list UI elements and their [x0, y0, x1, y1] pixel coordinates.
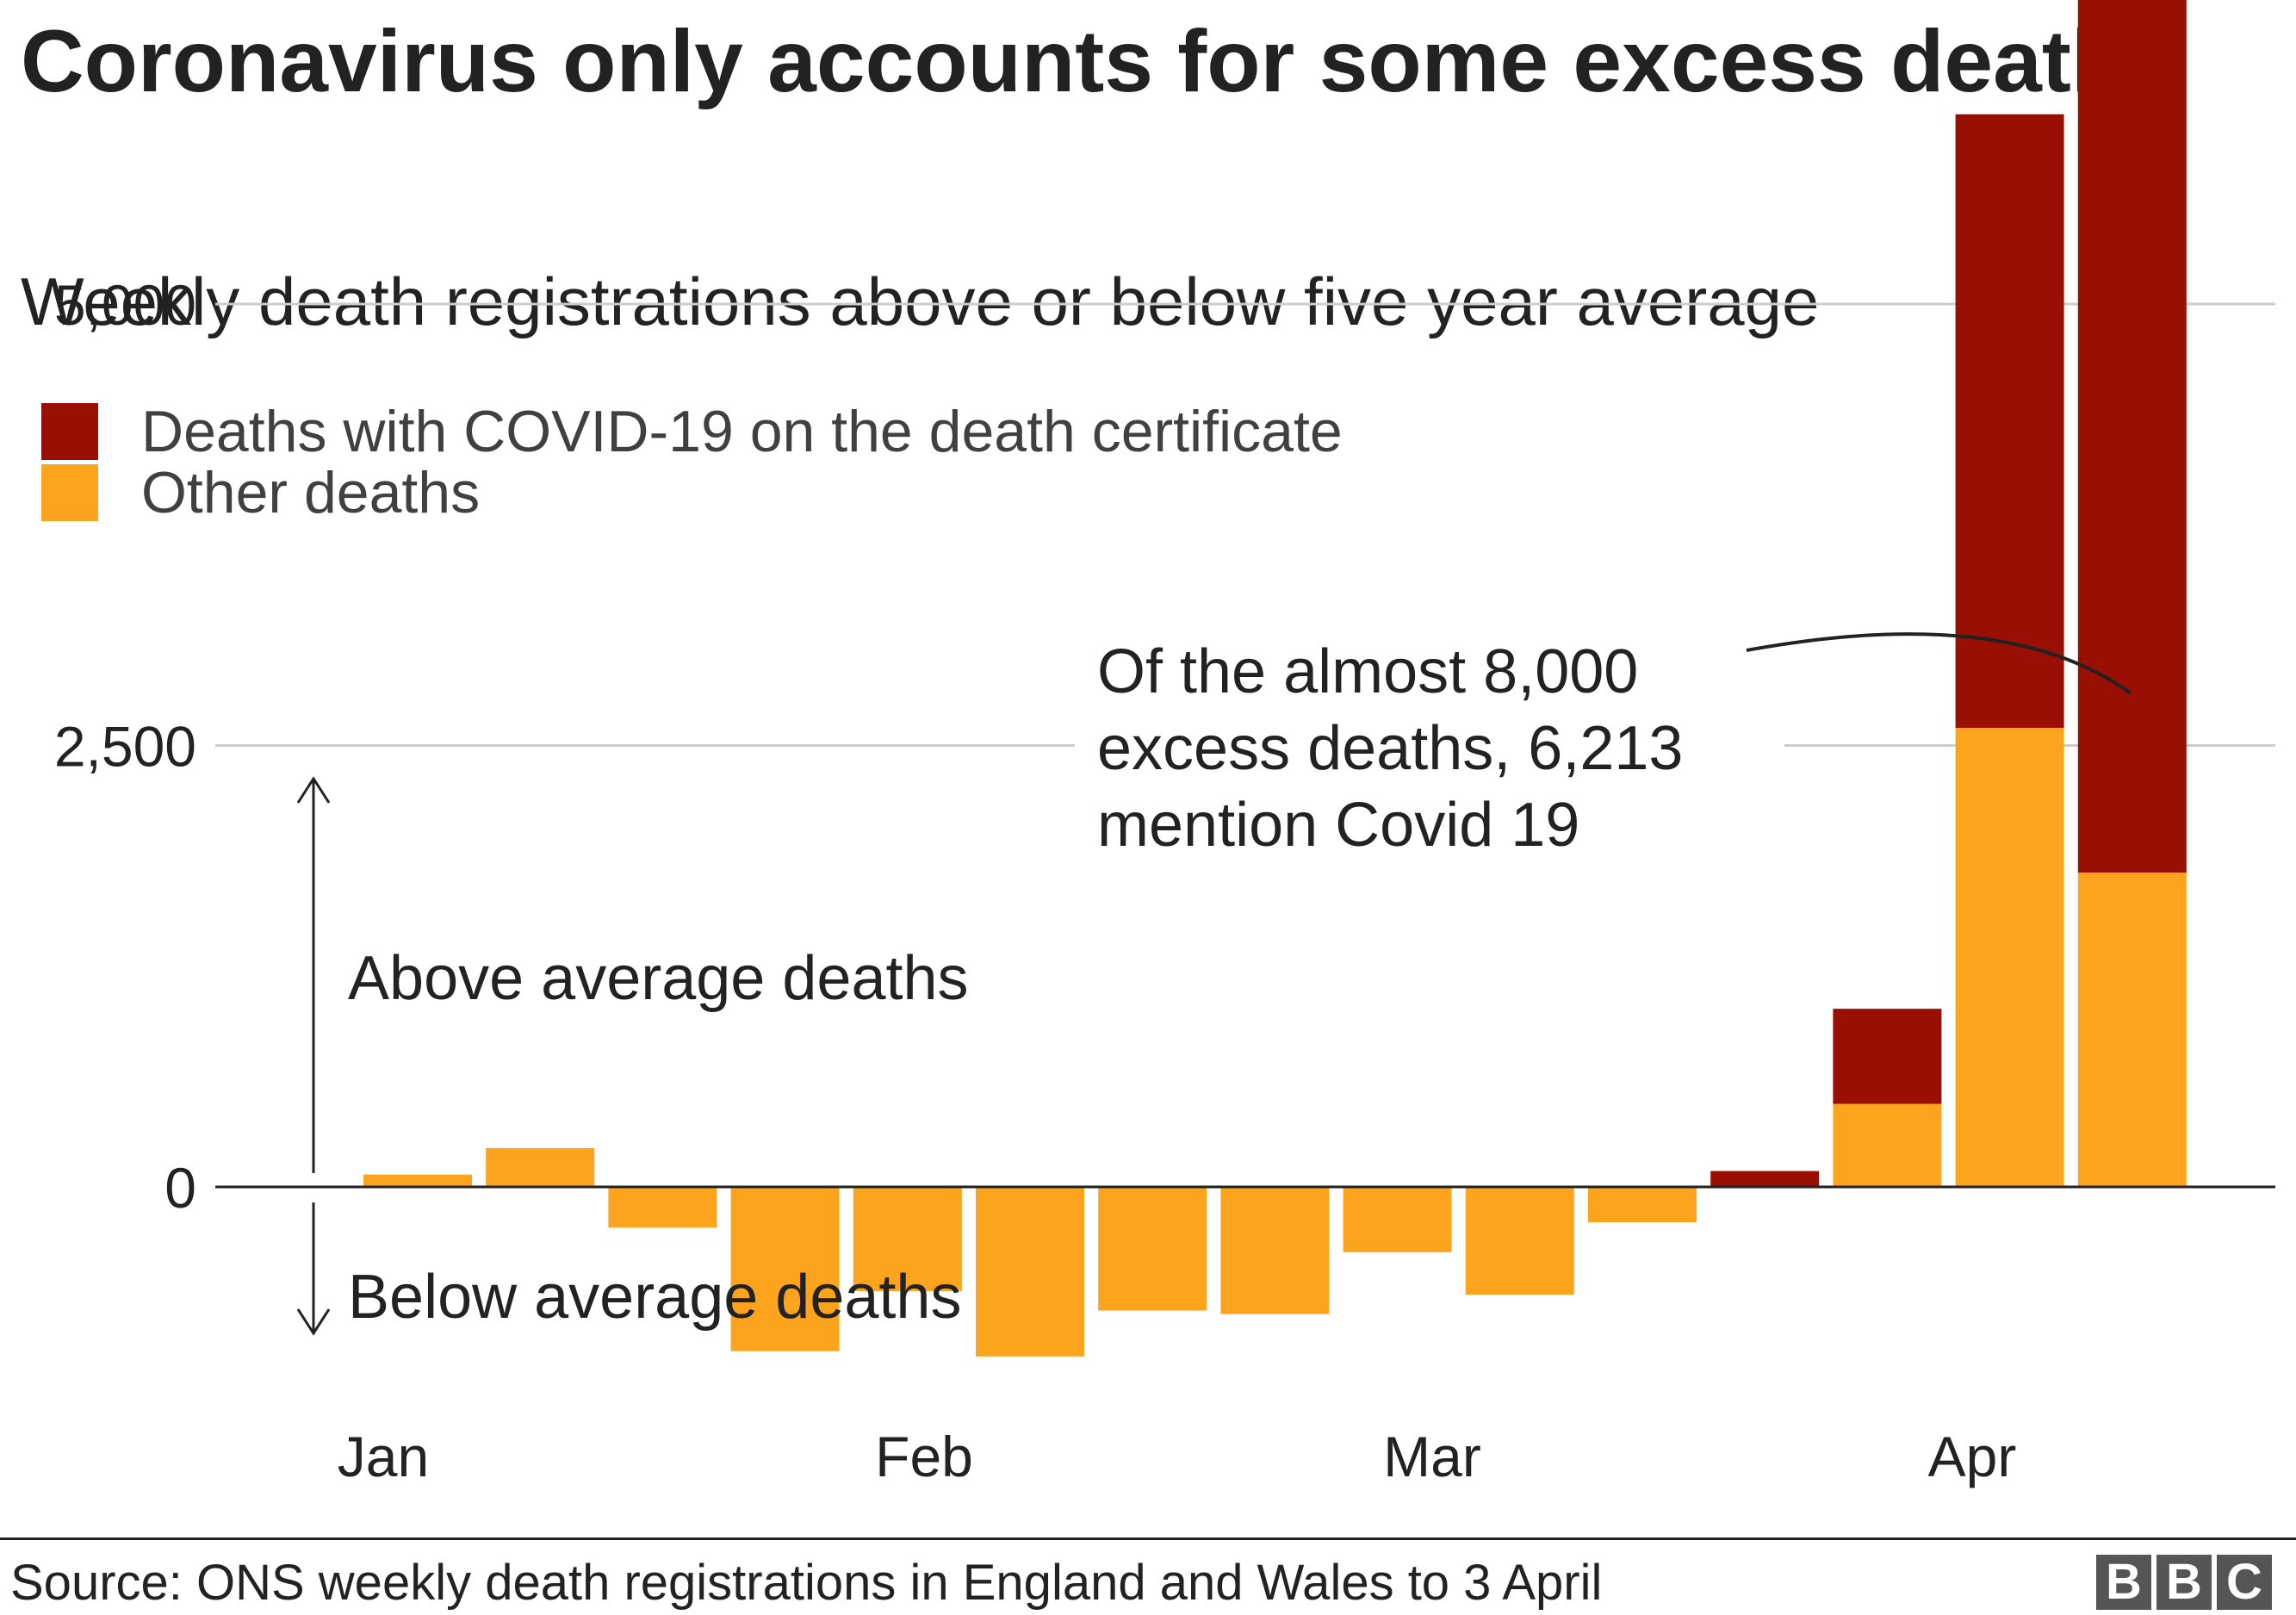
callout-line-3: mention Covid 19 — [1097, 791, 1579, 860]
bar-other — [1343, 1187, 1452, 1252]
source-note: Source: ONS weekly death registrations i… — [10, 1555, 1603, 1611]
direction-arrows — [296, 776, 331, 1336]
legend-swatch-covid — [41, 403, 98, 460]
above-average-label: Above average deaths — [348, 944, 969, 1013]
y-tick-label: 0 — [164, 1156, 196, 1220]
down-arrow-head — [296, 1308, 331, 1336]
bar-other — [1833, 1103, 1942, 1187]
bar-other — [608, 1187, 717, 1228]
x-tick-label: Feb — [875, 1425, 973, 1488]
bbc-logo: B B C — [2091, 1555, 2272, 1610]
bar-other — [486, 1147, 595, 1187]
legend-label-other: Other deaths — [141, 460, 481, 525]
legend-item-other: Other deaths — [41, 460, 480, 525]
bar-other — [2077, 873, 2187, 1187]
bar-other — [1098, 1187, 1207, 1311]
footer-divider — [0, 1537, 2296, 1540]
bar-covid — [1955, 114, 2064, 728]
bar-other — [853, 1187, 962, 1291]
callout-bg — [1075, 620, 1784, 870]
bar-covid — [1833, 1009, 1942, 1104]
legend-swatch-other — [41, 464, 98, 521]
below-average-label: Below average deaths — [348, 1263, 961, 1332]
bar-other — [1465, 1187, 1574, 1295]
callout-line-2: excess deaths, 6,213 — [1097, 714, 1683, 783]
bar-covid — [1710, 1171, 1820, 1187]
above-label-bg — [341, 939, 1082, 1022]
x-tick-label: Mar — [1383, 1425, 1481, 1488]
bbc-logo-block-3: C — [2217, 1555, 2272, 1610]
callout-line-1: Of the almost 8,000 — [1097, 637, 1638, 706]
chart-subtitle: Weekly death registrations above or belo… — [21, 264, 1820, 339]
callout-leader-line — [1746, 632, 2132, 695]
y-tick-label: 5,000 — [54, 273, 196, 337]
legend-item-covid: Deaths with COVID-19 on the death certif… — [41, 399, 1343, 464]
chart-title: Coronavirus only accounts for some exces… — [21, 12, 2174, 110]
x-axis-ticks: Jan Feb Mar Apr — [338, 1425, 2017, 1488]
bbc-logo-block-1: B — [2096, 1555, 2151, 1610]
y-tick-label: 2,500 — [54, 715, 196, 779]
x-tick-label: Apr — [1928, 1425, 2017, 1488]
bar-other — [730, 1187, 840, 1351]
bbc-logo-block-2: B — [2156, 1555, 2212, 1610]
up-arrow-head — [296, 776, 331, 804]
bar-other — [1588, 1187, 1697, 1222]
bar-other — [1220, 1187, 1330, 1314]
legend-label-covid: Deaths with COVID-19 on the death certif… — [141, 399, 1343, 464]
bar-other — [363, 1174, 472, 1187]
bar-other — [1955, 728, 2064, 1187]
bar-covid — [2077, 0, 2187, 873]
bars — [363, 0, 2187, 1357]
x-tick-label: Jan — [338, 1425, 429, 1488]
bar-other — [976, 1187, 1084, 1357]
